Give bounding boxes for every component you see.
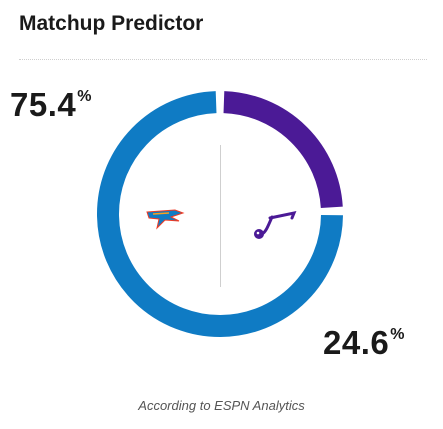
home-win-probability-arc (97, 91, 343, 337)
away-win-percentage: 24.6% (323, 324, 405, 362)
okc-thunder-logo-icon (146, 209, 185, 230)
away-percent-sign: % (390, 326, 405, 343)
center-divider (220, 145, 221, 287)
utah-jazz-logo-icon (254, 210, 297, 239)
title-divider (19, 59, 427, 60)
away-win-percentage-value: 24.6 (323, 324, 390, 361)
home-percent-sign: % (77, 88, 92, 105)
home-win-percentage-value: 75.4 (10, 86, 77, 123)
home-win-percentage: 75.4% (10, 86, 92, 124)
page-title: Matchup Predictor (19, 12, 204, 35)
source-note: According to ESPN Analytics (138, 398, 305, 413)
away-win-probability-arc (223, 91, 343, 209)
